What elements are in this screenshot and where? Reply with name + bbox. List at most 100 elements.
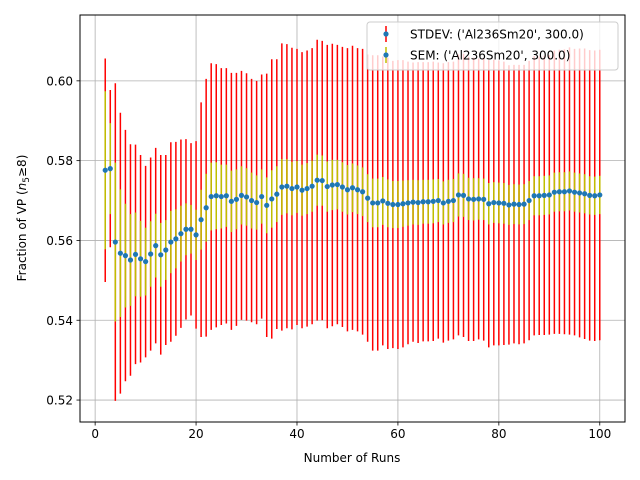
legend-marker-sem xyxy=(383,47,389,63)
data-point xyxy=(496,200,502,206)
data-point xyxy=(122,253,129,259)
data-point xyxy=(203,205,209,211)
y-axis-label: Fraction of VP (n5≥8) xyxy=(15,155,32,282)
data-point xyxy=(158,252,164,258)
data-point xyxy=(526,197,532,204)
data-point xyxy=(289,185,295,192)
data-point xyxy=(365,195,371,201)
data-point xyxy=(193,232,199,238)
data-point xyxy=(551,189,557,195)
y-tick-label: 0.54 xyxy=(46,314,73,328)
data-point xyxy=(405,200,411,206)
data-point xyxy=(450,197,457,204)
data-point xyxy=(102,167,108,173)
legend-label-stdev: STDEV: ('Al236Sm20', 300.0) xyxy=(410,28,584,42)
data-point xyxy=(304,185,310,192)
data-point xyxy=(410,199,416,205)
data-point xyxy=(516,201,522,208)
data-points xyxy=(102,166,603,265)
data-point xyxy=(471,196,477,202)
plot-frame xyxy=(79,14,626,423)
x-tick-label: 0 xyxy=(91,427,99,441)
data-point xyxy=(243,194,250,200)
data-point xyxy=(561,189,568,195)
x-tick-label: 20 xyxy=(188,427,203,441)
data-point xyxy=(445,198,451,204)
data-point xyxy=(385,200,391,206)
data-point xyxy=(163,247,169,253)
data-point xyxy=(486,201,492,207)
data-point xyxy=(314,177,320,183)
data-point xyxy=(375,200,381,206)
x-tick-label: 80 xyxy=(491,427,506,441)
data-point xyxy=(481,196,487,202)
data-point xyxy=(425,199,431,205)
data-point xyxy=(137,256,144,262)
data-point xyxy=(188,226,194,232)
data-point xyxy=(208,193,214,200)
data-point xyxy=(400,201,406,207)
data-point xyxy=(395,201,401,208)
data-point xyxy=(132,251,139,258)
data-point xyxy=(274,191,280,197)
data-point xyxy=(284,183,290,189)
data-point xyxy=(223,193,229,199)
x-axis-ticks: 0 20 40 60 80 100 xyxy=(91,422,611,441)
data-point xyxy=(178,231,184,237)
data-point xyxy=(420,199,426,205)
data-point xyxy=(324,183,330,190)
data-point xyxy=(344,187,351,193)
data-point xyxy=(556,189,562,195)
data-point xyxy=(143,258,149,265)
data-point xyxy=(521,201,527,207)
data-point xyxy=(117,250,123,256)
data-point xyxy=(329,182,335,188)
legend-box xyxy=(366,21,619,71)
data-point xyxy=(294,184,300,190)
x-tick-label: 40 xyxy=(289,427,304,441)
data-point xyxy=(460,192,467,198)
data-point xyxy=(587,192,593,198)
data-point xyxy=(238,192,245,198)
data-point xyxy=(597,192,603,198)
data-point xyxy=(107,166,113,172)
legend: STDEV: ('Al236Sm20', 300.0) SEM: ('Al236… xyxy=(366,21,619,71)
data-point xyxy=(541,192,547,198)
data-point xyxy=(435,197,441,204)
data-point xyxy=(299,187,305,193)
data-point xyxy=(153,243,159,249)
data-point xyxy=(506,202,512,208)
data-point xyxy=(248,197,255,204)
x-tick-label: 60 xyxy=(390,427,405,441)
data-point xyxy=(531,193,537,199)
data-point xyxy=(183,226,189,232)
y-tick-label: 0.60 xyxy=(46,74,73,88)
data-point xyxy=(339,184,346,190)
data-point xyxy=(309,183,315,189)
legend-marker-stdev xyxy=(383,26,389,42)
data-point xyxy=(390,201,396,208)
data-point xyxy=(233,196,240,202)
data-point xyxy=(582,191,588,197)
data-point xyxy=(173,236,179,242)
data-point xyxy=(491,199,497,206)
data-point xyxy=(279,184,285,190)
data-point xyxy=(127,257,134,263)
legend-label-sem: SEM: ('Al236Sm20', 300.0) xyxy=(410,49,570,63)
data-point xyxy=(213,193,219,199)
data-point xyxy=(269,196,275,202)
data-point xyxy=(168,239,174,245)
y-tick-label: 0.56 xyxy=(46,234,73,248)
data-point xyxy=(112,239,118,245)
data-point xyxy=(148,251,154,257)
data-point xyxy=(334,181,340,188)
data-point xyxy=(465,196,472,202)
y-tick-label: 0.52 xyxy=(46,394,73,408)
data-point xyxy=(370,200,376,206)
data-point xyxy=(455,192,462,198)
data-point xyxy=(415,199,421,206)
data-point xyxy=(511,201,517,207)
data-point xyxy=(536,193,542,199)
data-point xyxy=(198,217,204,223)
data-point xyxy=(264,202,270,208)
